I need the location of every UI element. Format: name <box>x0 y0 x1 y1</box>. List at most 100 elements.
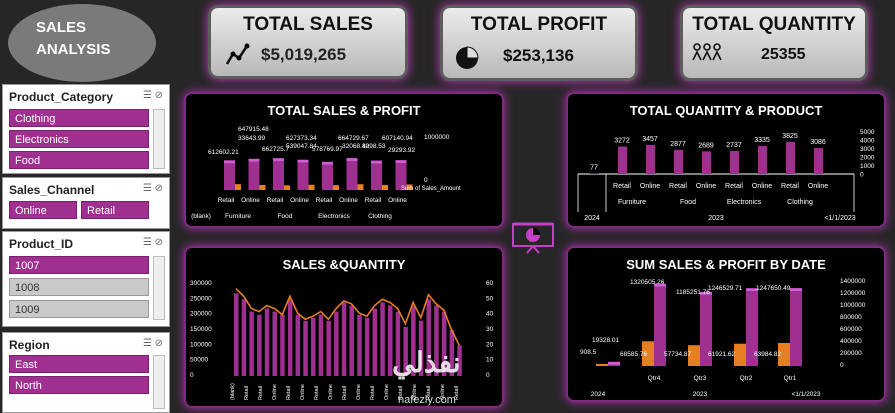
y-tick-label: 4000 <box>860 138 875 145</box>
x-tick-label: Qtr1 <box>784 375 797 382</box>
x-tick-label: Online <box>384 384 390 400</box>
sales-bar <box>371 163 382 190</box>
kpi-value: $253,136 <box>503 46 574 65</box>
sales-bar <box>608 364 620 366</box>
profit-bar <box>596 364 608 366</box>
data-label: 627373.34 <box>286 135 317 142</box>
slicer-item[interactable]: East <box>9 355 149 373</box>
tick-label: Retail <box>613 183 631 190</box>
profit-bar <box>308 184 315 190</box>
slicer-title: Product_ID <box>9 237 74 251</box>
tick-label: Retail <box>669 183 687 190</box>
sales-bar-top <box>248 158 260 162</box>
sales-bar <box>449 330 455 376</box>
slicer-item[interactable]: Retail <box>81 201 149 219</box>
y-tick-label: 1000 <box>860 163 875 170</box>
sales-bar <box>311 317 316 376</box>
slicer-item[interactable]: Clothing <box>9 109 149 127</box>
profit-bar <box>382 184 388 190</box>
sales-bar-top <box>297 159 309 163</box>
x-tick-label: Online <box>300 384 306 400</box>
sales-bar <box>241 299 247 376</box>
quantity-bar <box>674 149 683 174</box>
slicer-item[interactable]: 1009 <box>9 300 149 318</box>
filter-clear-icon[interactable]: ☰ ⊘ <box>142 90 163 101</box>
slicer-item[interactable]: 1008 <box>9 278 149 296</box>
sales-bar <box>441 311 447 376</box>
filter-clear-icon[interactable]: ☰ ⊘ <box>142 237 163 248</box>
panel-sales-quantity: SALES &QUANTITY 300000 250000 200000 150000… <box>184 246 504 408</box>
sales-bar-top <box>322 161 333 165</box>
y2-tick-label: 50 <box>486 295 494 302</box>
sales-bar <box>395 311 401 376</box>
profit-bar <box>406 184 413 190</box>
panel-total-sales-profit: TOTAL SALES & PROFIT 612602.21 647915.48 3… <box>184 92 504 228</box>
legend-label: Sum of Sales_Amount <box>401 186 461 192</box>
title-line-1: SALES <box>36 19 87 36</box>
group-label: Food <box>278 213 293 220</box>
data-label: 1185251.76 <box>676 289 710 296</box>
sales-bar-top <box>654 283 666 287</box>
filter-clear-icon[interactable]: ☰ ⊘ <box>142 338 163 349</box>
tick-label: Retail <box>218 197 235 204</box>
data-label: 1320505.26 <box>630 279 665 286</box>
dashboard-title: SALES ANALYSIS <box>8 4 156 82</box>
kpi-label: TOTAL SALES <box>243 14 373 35</box>
x-tick-label: Retail <box>258 386 264 400</box>
title-line-2: ANALYSIS <box>36 41 111 58</box>
x-tick-label: (blank) <box>230 383 236 400</box>
axis-label: 0 <box>424 177 428 184</box>
scrollbar[interactable] <box>153 109 165 169</box>
data-label: 578769.97 <box>312 146 343 153</box>
x-tick-label: Retail <box>342 386 348 400</box>
chart-title: SUM SALES & PROFIT BY DATE <box>626 257 826 272</box>
tick-label: Online <box>388 197 407 204</box>
y-tick-label: 600000 <box>840 326 862 333</box>
group-label: Electronics <box>727 199 762 206</box>
slicer-sales-channel: Sales_Channel ☰ ⊘ Online Retail <box>2 177 170 229</box>
sales-bar-top <box>608 361 620 365</box>
sales-bar <box>318 314 324 376</box>
x-tick-label: Retail <box>286 386 292 400</box>
kpi-value: $5,019,265 <box>261 45 347 64</box>
y-tick-label: 0 <box>860 172 864 179</box>
presentation-icon[interactable] <box>511 220 555 259</box>
group-label: (blank) <box>191 213 211 220</box>
scrollbar[interactable] <box>153 256 165 320</box>
quantity-line <box>235 288 461 346</box>
slicer-item[interactable]: 1007 <box>9 256 149 274</box>
data-label: 33643.99 <box>238 135 265 142</box>
data-label: 664729.67 <box>338 135 369 142</box>
profit-bar <box>778 342 790 366</box>
sales-bar <box>349 305 354 376</box>
data-label: 3272 <box>614 138 630 145</box>
sales-bar-top <box>395 160 407 164</box>
y-tick-label: 0 <box>840 362 844 369</box>
slicer-item[interactable]: Online <box>9 201 77 219</box>
data-label: 908.5 <box>580 349 597 356</box>
x-tick-label: Retail <box>370 386 376 400</box>
filter-clear-icon[interactable]: ☰ ⊘ <box>142 183 163 194</box>
y-tick-label: 400000 <box>840 338 862 345</box>
tick-label: Retail <box>365 197 382 204</box>
data-label: 1247650.49 <box>756 285 791 292</box>
y-tick-label: 1400000 <box>840 278 866 285</box>
sales-bar-top <box>790 288 802 292</box>
group-label: Food <box>680 199 696 206</box>
y-tick-label: 200000 <box>190 311 212 318</box>
slicer-title: Region <box>9 338 50 352</box>
slicer-item[interactable]: Food <box>9 151 149 169</box>
x-tick-label: Retail <box>244 386 250 400</box>
data-label: 29293.92 <box>388 147 415 154</box>
chart-title: TOTAL SALES & PROFIT <box>267 103 421 118</box>
scrollbar[interactable] <box>153 355 165 409</box>
tick-label: Online <box>290 197 309 204</box>
kpi-label: TOTAL PROFIT <box>470 14 608 35</box>
y-tick-label: 2000 <box>860 155 875 162</box>
x-tick-label: Online <box>328 384 334 400</box>
data-label: 3825 <box>782 133 798 140</box>
data-label: 77 <box>590 164 598 171</box>
data-label: 612602.21 <box>208 149 239 156</box>
slicer-item[interactable]: Electronics <box>9 130 149 148</box>
slicer-item[interactable]: North <box>9 376 149 394</box>
